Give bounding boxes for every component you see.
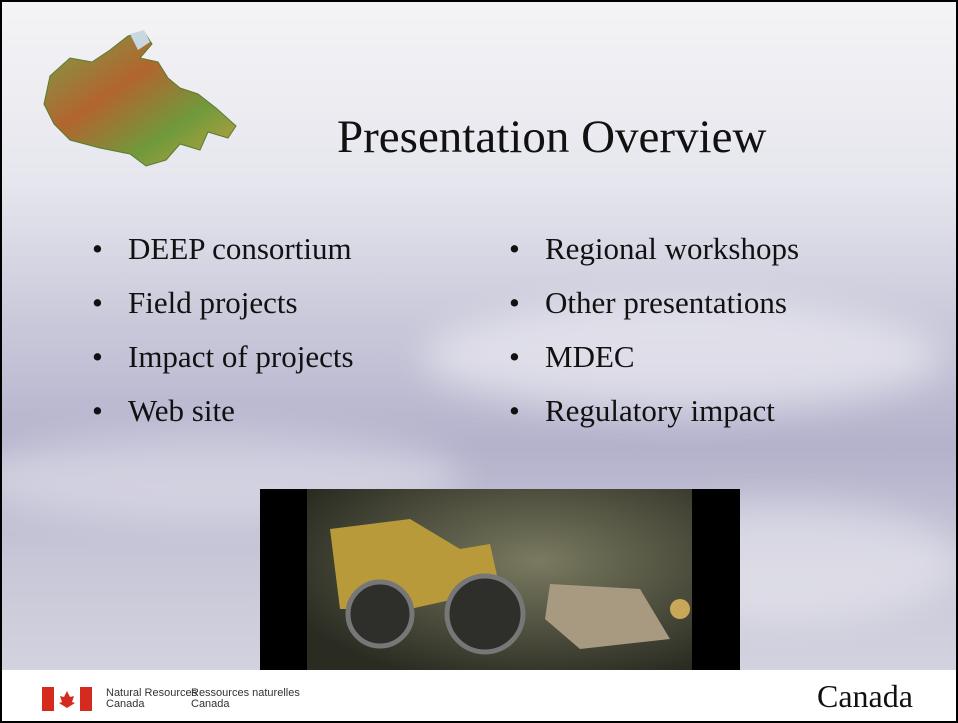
canada-wordmark: Canada [817,678,913,715]
canada-map [40,28,250,173]
bullet-item: Field projects [92,276,354,330]
mining-loader-photo [260,489,740,670]
bullet-item: Web site [92,384,354,438]
department-fr: Canada [191,699,230,710]
department-en: Canada [106,699,145,710]
bullet-item: Regional workshops [509,222,799,276]
page: Presentation Overview DEEP consortium Fi… [0,0,958,723]
slide: Presentation Overview DEEP consortium Fi… [0,0,958,723]
photo-image [260,489,740,670]
bullet-list: Regional workshops Other presentations M… [509,222,799,438]
canada-flag [42,687,92,711]
bullet-item: Regulatory impact [509,384,799,438]
footer: Natural Resources Canada Ressources natu… [2,670,956,721]
bullet-item: Impact of projects [92,330,354,384]
bullet-item: DEEP consortium [92,222,354,276]
slide-title: Presentation Overview [337,110,766,164]
bullet-list: DEEP consortium Field projects Impact of… [92,222,354,438]
bullet-item: MDEC [509,330,799,384]
bullet-item: Other presentations [509,276,799,330]
